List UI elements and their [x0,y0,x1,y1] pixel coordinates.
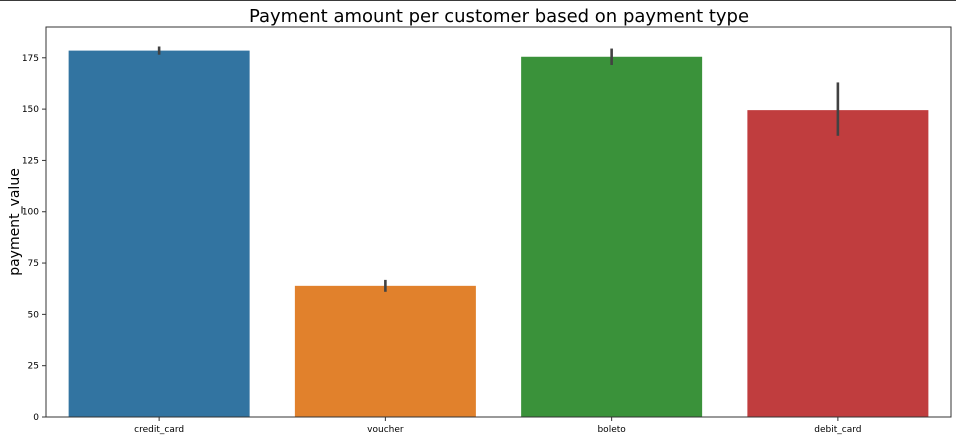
y-axis-label: payment_value [7,168,23,276]
top-divider [0,0,956,1]
chart-title: Payment amount per customer based on pay… [249,6,749,27]
y-tick-label: 50 [28,310,40,320]
x-tick-label: boleto [597,425,626,435]
x-tick-label: credit_card [134,425,184,435]
x-tick-label: debit_card [814,425,861,435]
x-tick-label: voucher [367,425,404,435]
bar-voucher [294,285,476,417]
y-tick-label: 175 [22,54,39,64]
x-axis: credit_card voucher boleto debit_card [134,417,861,435]
bar-debit-card [747,110,929,417]
y-axis: 0 25 50 75 100 125 150 175 [22,54,46,423]
y-tick-label: 25 [28,362,39,372]
plot-frame [45,26,952,418]
y-tick-label: 100 [22,208,39,218]
error-bars-layer [157,46,840,292]
y-tick-label: 150 [22,105,39,115]
bar-boleto [521,56,703,417]
y-tick-label: 125 [22,156,39,166]
y-tick-label: 75 [28,259,39,269]
bar-credit-card [68,50,250,418]
y-tick-label: 0 [33,413,39,423]
bars-layer [68,50,929,418]
